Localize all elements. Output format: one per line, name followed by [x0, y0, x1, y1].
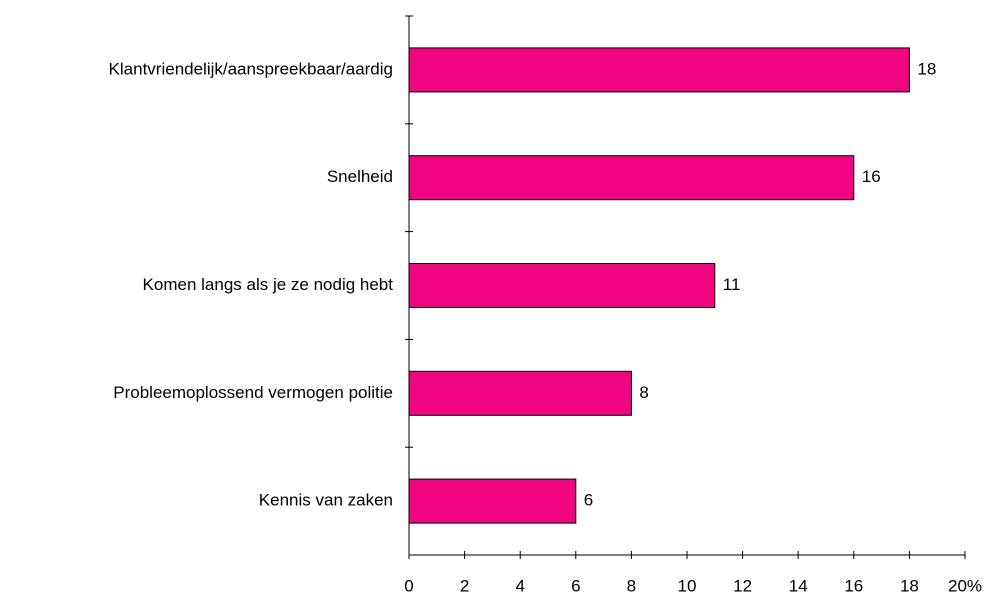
- data-label: 16: [862, 167, 881, 186]
- y-tick-label: Probleemoplossend vermogen politie: [113, 383, 393, 402]
- data-label: 6: [584, 491, 593, 510]
- x-tick-label: 10: [678, 576, 697, 595]
- data-label: 11: [723, 275, 741, 294]
- x-tick-label: 12: [733, 576, 752, 595]
- bar: [408, 47, 910, 93]
- x-tick-label: 16: [844, 576, 863, 595]
- bar: [408, 370, 632, 416]
- y-tick-label: Snelheid: [327, 167, 393, 186]
- y-tick-label: Klantvriendelijk/aanspreekbaar/aardig: [109, 59, 393, 78]
- y-tick-label: Komen langs als je ze nodig hebt: [143, 275, 394, 294]
- x-tick-label: 0: [404, 576, 413, 595]
- x-tick-label: 8: [627, 576, 636, 595]
- y-tick-label: Kennis van zaken: [259, 491, 393, 510]
- x-tick-label: 4: [515, 576, 524, 595]
- x-tick-label: 18: [900, 576, 919, 595]
- x-tick-label: 14: [789, 576, 808, 595]
- x-tick-label: 20%: [948, 576, 982, 595]
- bar: [408, 478, 577, 524]
- x-tick-label: 6: [571, 576, 580, 595]
- bar: [408, 263, 716, 308]
- bar: [408, 155, 855, 201]
- x-tick-label: 2: [460, 576, 469, 595]
- data-label: 8: [639, 383, 648, 402]
- data-label: 18: [917, 59, 936, 78]
